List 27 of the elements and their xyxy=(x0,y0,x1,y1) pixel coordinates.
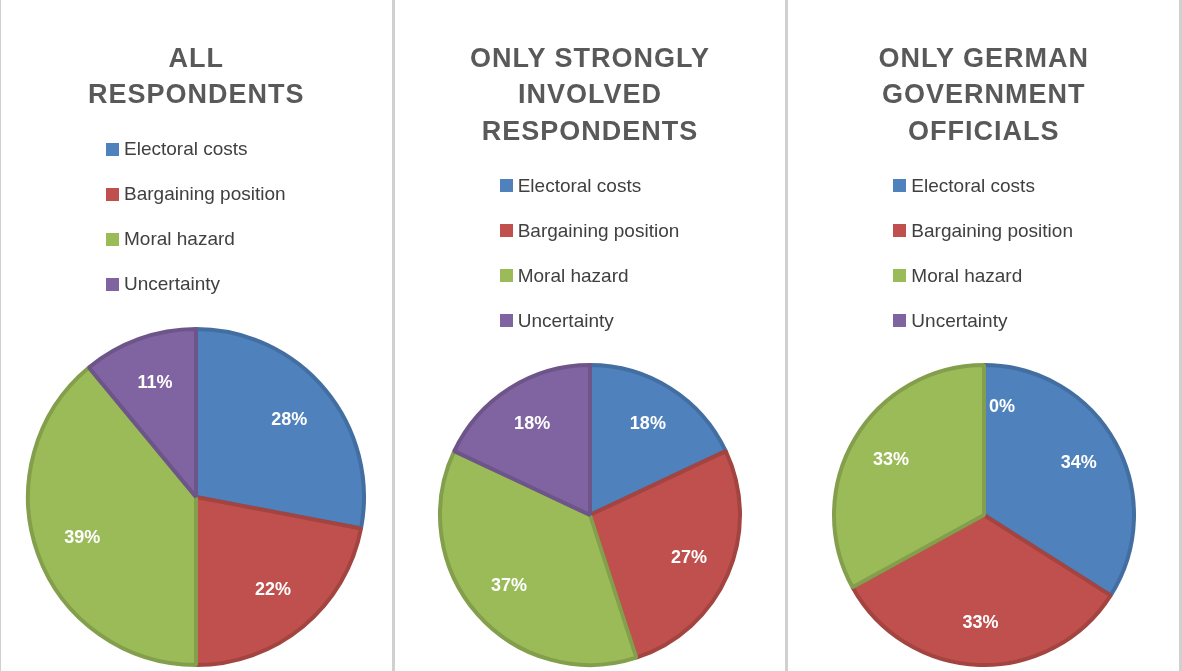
legend-label: Electoral costs xyxy=(124,138,248,161)
legend-label: Moral hazard xyxy=(911,264,1023,287)
legend-label: Electoral costs xyxy=(517,174,642,197)
chart-title: ALL RESPONDENTS xyxy=(87,42,306,112)
legend-label: Moral hazard xyxy=(517,264,629,287)
data-label: 28% xyxy=(271,408,308,429)
data-label: 22% xyxy=(255,579,292,600)
legend-label: Bargaining position xyxy=(517,219,680,242)
data-label: 33% xyxy=(962,612,999,633)
data-label: 18% xyxy=(629,413,666,434)
legend-label: Electoral costs xyxy=(911,174,1035,197)
legend-label: Bargaining position xyxy=(911,219,1073,242)
legend-label: Bargaining position xyxy=(124,183,286,206)
legend-label: Moral hazard xyxy=(124,228,235,251)
data-label: 33% xyxy=(872,449,909,470)
legend-label: Uncertainty xyxy=(911,309,1008,332)
legend-label: Uncertainty xyxy=(124,273,221,296)
legend-label: Uncertainty xyxy=(517,309,614,332)
data-label: 37% xyxy=(490,575,527,596)
data-label: 18% xyxy=(514,413,551,434)
text: 0% xyxy=(988,396,1015,417)
data-label: 11% xyxy=(137,372,173,393)
chart-title: ONLY STRONGLY INVOLVED RESPONDENTS xyxy=(468,42,712,148)
data-label: 39% xyxy=(64,526,101,547)
data-label: 27% xyxy=(671,547,708,568)
chart-title: ONLY GERMAN GOVERNMENT OFFICIALS xyxy=(877,42,1090,148)
data-label: 34% xyxy=(1060,452,1097,473)
